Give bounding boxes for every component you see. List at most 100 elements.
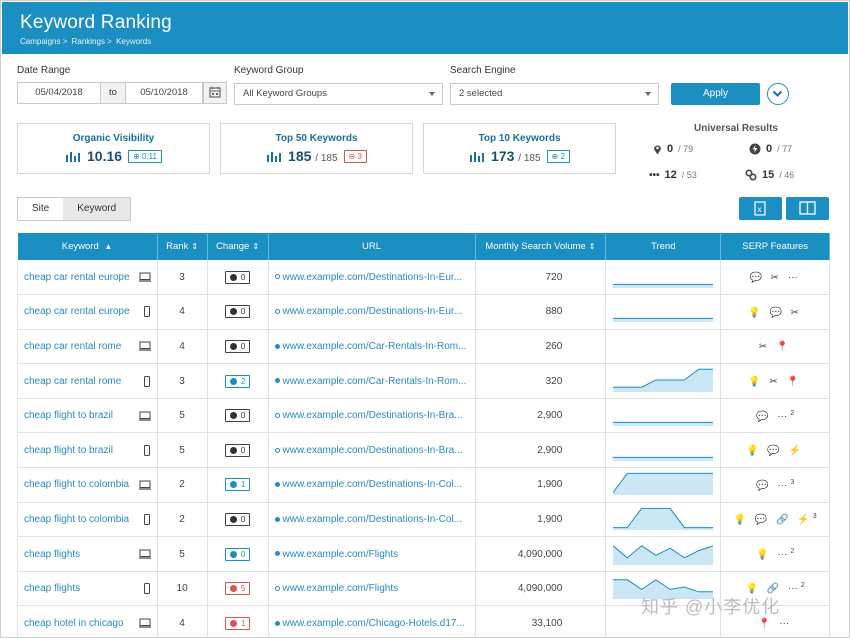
table-row[interactable]: cheap flight to colombia 2 1 www.example.co… [17, 467, 830, 503]
mobile-icon [143, 444, 150, 456]
table-row[interactable]: cheap hotel in chicago 4 1 www.example.com/… [17, 605, 830, 637]
table-row[interactable]: cheap flight to brazil 5 0 www.example.com/… [17, 432, 830, 469]
table-row[interactable]: cheap car rental europe 4 0 www.example.com… [17, 294, 830, 330]
keyword-cell[interactable]: cheap car rental europe [17, 260, 158, 296]
tab-site[interactable]: Site [32, 203, 50, 214]
desktop-icon [138, 411, 151, 421]
keyword-link[interactable]: cheap car rental rome [24, 375, 122, 387]
keyword-cell[interactable]: cheap flights [17, 536, 158, 572]
keyword-link[interactable]: cheap flight to colombia [24, 479, 130, 491]
url-status-dot [274, 551, 280, 557]
keyword-table: Keyword ▲ Rank ⇕ Change ⇕ URL Monthly Sear… [17, 233, 830, 637]
table-row[interactable]: cheap car rental rome 3 2 www.example.com/C… [17, 363, 830, 399]
url-link[interactable]: www.example.com/Destinations-In-Bra... [282, 444, 463, 456]
table-row[interactable]: cheap flights 10 5 www.example.com/Flights 4… [17, 571, 830, 607]
url-cell[interactable]: www.example.com/Flights [268, 571, 476, 607]
export-excel-button[interactable]: x [739, 197, 782, 220]
url-cell[interactable]: www.example.com/Chicago-Hotels.d17... [268, 605, 476, 637]
table-row[interactable]: cheap car rental rome 4 0 www.example.com/C… [17, 329, 830, 365]
column-header-trend: Trend [605, 233, 722, 260]
url-link[interactable]: www.example.com/Flights [282, 548, 399, 560]
keyword-cell[interactable]: cheap flight to colombia [17, 502, 158, 538]
keyword-cell[interactable]: cheap car rental europe [17, 294, 158, 330]
search-engine-select[interactable]: 2 selected [450, 83, 659, 105]
change-value: 1 [240, 480, 246, 490]
table-row[interactable]: cheap flight to colombia 2 0 www.example.co… [17, 502, 830, 538]
url-link[interactable]: www.example.com/Destinations-In-Col... [282, 513, 463, 525]
keyword-cell[interactable]: cheap flight to brazil [17, 432, 158, 469]
down-arrow-icon: ⊖ [348, 151, 356, 161]
breadcrumb-rankings[interactable]: Rankings > [71, 37, 112, 46]
url-cell[interactable]: www.example.com/Destinations-In-Bra... [268, 398, 476, 434]
serp-icons: 💡 💬 ✂ [748, 307, 803, 319]
keyword-cell[interactable]: cheap hotel in chicago [17, 605, 158, 637]
trend-sparkline [613, 456, 714, 461]
desktop-icon [138, 549, 151, 559]
url-link[interactable]: www.example.com/Car-Rentals-In-Rom... [282, 375, 467, 387]
url-link[interactable]: www.example.com/Chicago-Hotels.d17... [282, 617, 465, 629]
keyword-link[interactable]: cheap hotel in chicago [24, 617, 124, 629]
date-to-input[interactable]: 05/10/2018 [125, 82, 203, 104]
url-cell[interactable]: www.example.com/Destinations-In-Eur... [268, 260, 476, 296]
keyword-link[interactable]: cheap car rental europe [24, 306, 130, 318]
calendar-button[interactable] [203, 82, 227, 104]
column-header-rank[interactable]: Rank ⇕ [157, 233, 208, 260]
keyword-cell[interactable]: cheap flight to colombia [17, 467, 158, 503]
keyword-cell[interactable]: cheap car rental rome [17, 329, 158, 365]
change-cell: 0 [207, 260, 269, 296]
url-link[interactable]: www.example.com/Car-Rentals-In-Rom... [282, 340, 467, 352]
serp-count: 2 [790, 547, 795, 555]
keyword-cell[interactable]: cheap car rental rome [17, 363, 158, 399]
split-view-button[interactable] [786, 197, 829, 220]
column-header-url[interactable]: URL [268, 233, 476, 260]
url-link[interactable]: www.example.com/Destinations-In-Bra... [282, 410, 463, 422]
change-cell: 0 [207, 502, 269, 538]
trend-area [613, 457, 714, 461]
url-cell[interactable]: www.example.com/Destinations-In-Col... [268, 467, 476, 503]
change-direction-icon [229, 308, 237, 316]
date-from-input[interactable]: 05/04/2018 [17, 82, 101, 104]
expand-filters-button[interactable] [767, 83, 789, 105]
keyword-link[interactable]: cheap flights [24, 548, 81, 560]
url-cell[interactable]: www.example.com/Car-Rentals-In-Rom... [268, 363, 476, 399]
keyword-link[interactable]: cheap flight to colombia [24, 513, 130, 525]
url-cell[interactable]: www.example.com/Car-Rentals-In-Rom... [268, 329, 476, 365]
keyword-link[interactable]: cheap flights [24, 583, 81, 595]
mobile-icon [143, 375, 150, 387]
keyword-group-label: Keyword Group [234, 65, 304, 76]
url-status-dot [274, 274, 280, 280]
trend-sparkline [612, 473, 714, 496]
apply-button[interactable]: Apply [671, 83, 760, 105]
table-row[interactable]: cheap flights 5 0 www.example.com/Flights 4,… [17, 536, 830, 572]
url-link[interactable]: www.example.com/Destinations-In-Col... [282, 479, 463, 491]
breadcrumb-campaigns[interactable]: Campaigns > [20, 37, 68, 46]
url-link[interactable]: www.example.com/Flights [282, 583, 399, 595]
change-value: 1 [240, 618, 246, 628]
keyword-link[interactable]: cheap car rental europe [24, 271, 130, 283]
table-row[interactable]: cheap car rental europe 3 0 www.example.com… [17, 260, 830, 296]
url-cell[interactable]: www.example.com/Destinations-In-Bra... [268, 432, 476, 469]
change-value: 0 [240, 272, 246, 282]
column-header-volume[interactable]: Monthly Search Volume ⇕ [475, 233, 607, 260]
keyword-cell[interactable]: cheap flight to brazil [17, 398, 158, 434]
column-header-keyword[interactable]: Keyword ▲ [17, 233, 158, 260]
url-link[interactable]: www.example.com/Destinations-In-Eur... [282, 306, 463, 318]
table-row[interactable]: cheap flight to brazil 5 0 www.example.com/… [17, 398, 830, 434]
tab-keyword[interactable]: Keyword [63, 198, 131, 220]
trend-sparkline [612, 544, 714, 565]
table-header-row: Keyword ▲ Rank ⇕ Change ⇕ URL Monthly Sear… [17, 233, 830, 260]
url-cell[interactable]: www.example.com/Destinations-In-Eur... [268, 294, 476, 330]
keyword-link[interactable]: cheap flight to brazil [24, 410, 113, 422]
keyword-link[interactable]: cheap flight to brazil [24, 444, 113, 456]
url-link[interactable]: www.example.com/Destinations-In-Eur... [282, 271, 463, 283]
serp-count: 3 [790, 478, 795, 486]
bar-chart-icon [470, 152, 485, 162]
url-cell[interactable]: www.example.com/Flights [268, 536, 476, 572]
column-header-change[interactable]: Change ⇕ [207, 233, 269, 260]
keyword-group-select[interactable]: All Keyword Groups [234, 83, 443, 105]
desktop-icon [138, 272, 151, 282]
universal-total: / 53 [681, 170, 697, 180]
keyword-link[interactable]: cheap car rental rome [24, 340, 122, 352]
url-cell[interactable]: www.example.com/Destinations-In-Col... [268, 502, 476, 538]
keyword-cell[interactable]: cheap flights [17, 571, 158, 607]
